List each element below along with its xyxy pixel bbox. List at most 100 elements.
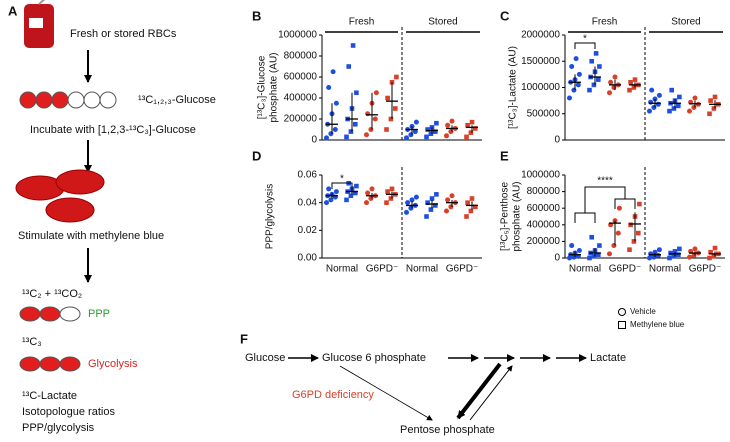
data-point bbox=[333, 100, 339, 106]
data-point bbox=[433, 203, 438, 208]
data-point bbox=[444, 133, 449, 139]
y-axis-label: [¹³C₃]-Glucose bbox=[257, 55, 268, 119]
data-point bbox=[652, 249, 658, 255]
y-tick-label: 0 bbox=[554, 135, 560, 146]
carbon-chain bbox=[19, 306, 81, 322]
data-point bbox=[607, 251, 612, 257]
data-point bbox=[587, 87, 592, 93]
data-point bbox=[425, 127, 430, 132]
data-point bbox=[408, 132, 414, 138]
y-axis-label: phosphate (AU) bbox=[512, 181, 523, 251]
data-point bbox=[326, 85, 332, 90]
x-tick-label: Normal bbox=[649, 264, 681, 275]
panel-a: A Fresh or stored RBCs ¹³C₁,₂,₃-Glucose … bbox=[8, 0, 216, 434]
y-tick-label: 400000 bbox=[527, 219, 561, 230]
data-point bbox=[428, 131, 434, 136]
panel-letter: E bbox=[500, 148, 509, 163]
data-point bbox=[412, 129, 418, 135]
data-point bbox=[692, 246, 698, 252]
y-tick-label: 600000 bbox=[527, 203, 561, 214]
label: Incubate with [1,2,3-¹³C₃]-Glucose bbox=[30, 124, 196, 136]
data-point bbox=[413, 194, 419, 200]
data-point bbox=[344, 197, 349, 203]
data-point bbox=[368, 127, 374, 132]
label: Stimulate with methylene blue bbox=[18, 230, 164, 242]
data-point bbox=[428, 207, 434, 212]
data-point bbox=[353, 190, 358, 196]
section-label: Fresh bbox=[592, 17, 618, 28]
panel-letter: D bbox=[252, 148, 261, 163]
data-point bbox=[656, 92, 662, 98]
data-point bbox=[365, 190, 371, 196]
y-tick-label: 500000 bbox=[527, 108, 561, 119]
data-point bbox=[445, 197, 451, 203]
significance-label: **** bbox=[597, 176, 613, 187]
data-point bbox=[573, 56, 579, 62]
x-tick-label: Normal bbox=[569, 264, 601, 275]
node: Glucose 6 phosphate bbox=[322, 352, 426, 364]
data-point bbox=[648, 251, 654, 257]
label: Fresh or stored RBCs bbox=[70, 28, 177, 40]
data-point bbox=[669, 87, 674, 93]
label: Isotopologue ratios bbox=[22, 406, 115, 418]
y-tick-label: 600000 bbox=[284, 72, 318, 83]
data-point bbox=[708, 98, 713, 103]
data-point bbox=[575, 82, 581, 88]
y-tick-label: 800000 bbox=[284, 51, 318, 62]
legend-marker bbox=[618, 321, 626, 329]
data-point bbox=[384, 127, 389, 132]
panel-letter: C bbox=[500, 8, 510, 23]
data-point bbox=[350, 43, 356, 48]
y-axis-label: phosphate (AU) bbox=[269, 52, 280, 122]
data-point bbox=[354, 183, 359, 189]
significance-label: * bbox=[340, 174, 344, 185]
y-tick-label: 1000000 bbox=[521, 82, 560, 93]
y-tick-label: 1000000 bbox=[278, 30, 317, 41]
data-point bbox=[597, 243, 602, 248]
data-point bbox=[591, 254, 597, 259]
y-tick-label: 0.02 bbox=[298, 225, 318, 236]
data-point bbox=[569, 64, 575, 69]
label: PPP/glycolysis bbox=[22, 422, 95, 434]
y-tick-label: 200000 bbox=[527, 236, 561, 247]
data-point bbox=[424, 134, 429, 140]
y-tick-label: 2000000 bbox=[521, 30, 560, 41]
data-point bbox=[607, 90, 612, 96]
data-point bbox=[385, 95, 390, 101]
data-point bbox=[373, 90, 379, 96]
red-cells bbox=[15, 169, 105, 223]
data-point bbox=[627, 247, 632, 252]
data-point bbox=[687, 254, 692, 260]
data-point bbox=[388, 116, 394, 122]
data-point bbox=[712, 245, 718, 251]
data-point bbox=[434, 192, 439, 197]
carbon-chain bbox=[19, 91, 117, 109]
data-point bbox=[596, 252, 601, 257]
data-point bbox=[429, 125, 435, 130]
data-point bbox=[611, 85, 617, 90]
data-point bbox=[632, 77, 638, 82]
data-point bbox=[649, 87, 655, 93]
data-point bbox=[364, 132, 369, 138]
arrow bbox=[469, 365, 513, 421]
data-point bbox=[667, 108, 672, 114]
data-point bbox=[429, 196, 435, 201]
data-point bbox=[434, 120, 439, 126]
data-point bbox=[424, 214, 429, 219]
data-point bbox=[569, 243, 575, 249]
data-point bbox=[587, 255, 592, 261]
data-point bbox=[711, 106, 717, 111]
data-point bbox=[671, 106, 677, 111]
node: Glucose bbox=[245, 352, 285, 364]
data-point bbox=[691, 104, 697, 110]
section-label: Fresh bbox=[349, 17, 375, 28]
data-point bbox=[651, 104, 657, 110]
data-point bbox=[648, 99, 654, 105]
data-point bbox=[655, 101, 661, 107]
data-point bbox=[712, 94, 718, 100]
data-point bbox=[404, 209, 409, 215]
data-point bbox=[445, 122, 451, 128]
data-point bbox=[348, 129, 354, 134]
data-point bbox=[611, 243, 617, 249]
